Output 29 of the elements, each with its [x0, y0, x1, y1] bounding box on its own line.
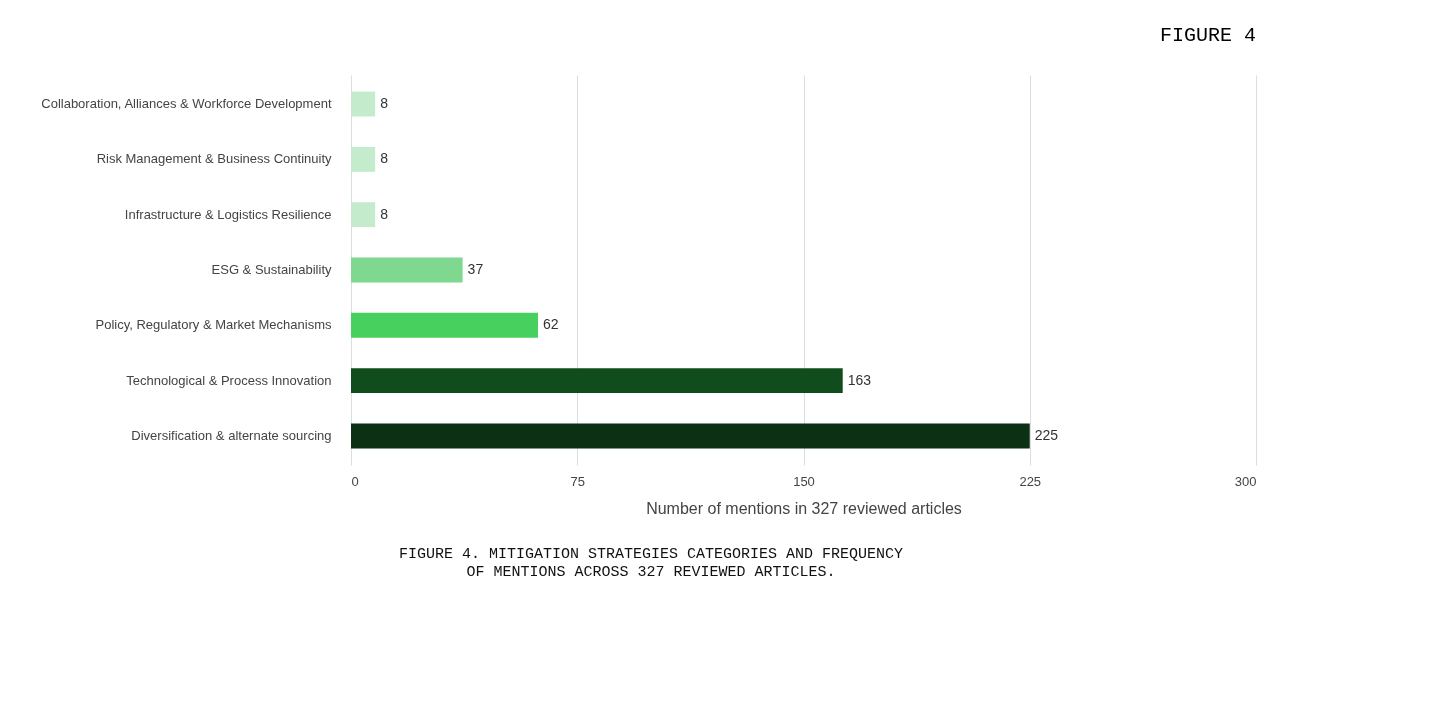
data-label: 62	[543, 316, 559, 333]
data-label: 8	[380, 95, 389, 112]
data-label: 8	[380, 205, 389, 222]
data-label: 8	[380, 150, 389, 167]
y-tick-label: Policy, Regulatory & Market Mechanisms	[95, 317, 332, 333]
y-tick-label: Infrastructure & Logistics Resilience	[124, 206, 332, 222]
x-tick-label: 75	[570, 473, 585, 489]
y-tick-label: Diversification & alternate sourcing	[131, 427, 332, 443]
caption: FIGURE 4. MITIGATION STRATEGIES CATEGORIES AND FREQUENCY OF MENTIONS ACROSS 327 REVIEWED ARTICLES.	[398, 546, 904, 581]
bar	[351, 146, 376, 172]
x-axis-title: Number of mentions in 327 reviewed articles	[646, 499, 962, 517]
y-tick-label: Risk Management & Business Continuity	[96, 151, 332, 167]
x-tick-label: 225	[1019, 473, 1042, 489]
y-tick-label: Technological & Process Innovation	[126, 372, 332, 388]
x-tick-label: 150	[793, 473, 815, 489]
data-label: 225	[1034, 426, 1059, 443]
bar	[351, 423, 1030, 449]
y-tick-label: Collaboration, Alliances & Workforce Development	[41, 96, 332, 112]
bar	[351, 312, 539, 338]
bar	[351, 257, 463, 283]
chart-title: FIGURE 4	[1159, 24, 1256, 47]
bar	[351, 91, 376, 117]
x-tick-label: 300	[1234, 473, 1257, 489]
y-tick-label: ESG & Sustainability	[211, 262, 332, 277]
data-label: 37	[467, 261, 484, 277]
data-label: 163	[847, 371, 872, 388]
bar	[351, 368, 843, 394]
x-tick-label: 0	[351, 473, 359, 489]
bar	[351, 202, 376, 228]
